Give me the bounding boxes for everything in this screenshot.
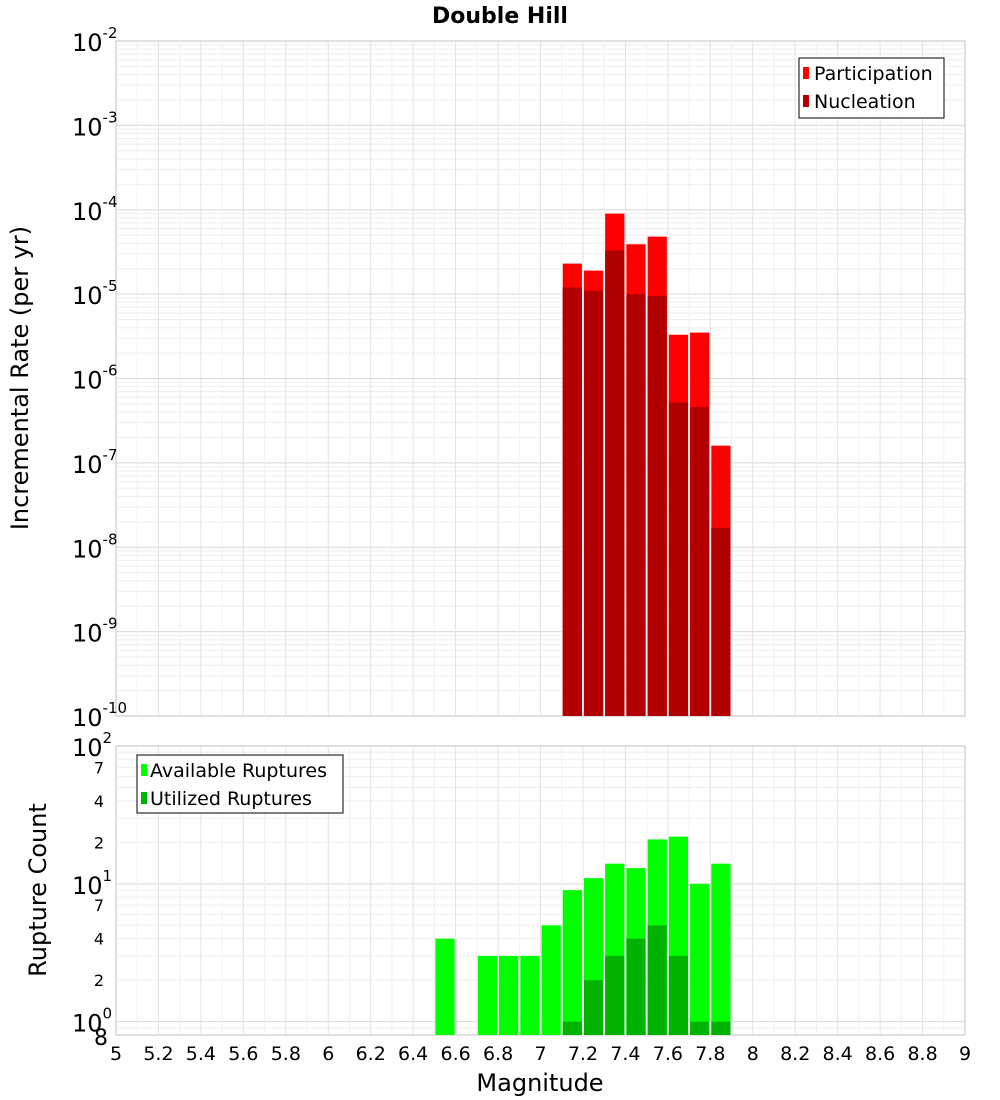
participation-legend-label: Participation — [814, 63, 933, 85]
x-tick-label: 8.8 — [907, 1043, 937, 1065]
top-y-tick-label: 10-8 — [72, 530, 118, 563]
x-tick-label: 5.2 — [143, 1043, 173, 1065]
x-tick-label: 8.6 — [865, 1043, 895, 1065]
x-tick-label: 8 — [747, 1043, 759, 1065]
x-tick-label: 7.4 — [610, 1043, 640, 1065]
available-legend-label: Available Ruptures — [150, 760, 327, 782]
bottom-available-ruptures-bar — [541, 925, 561, 1035]
bottom-available-ruptures-bar — [562, 890, 582, 1035]
top-nucleation-bar — [562, 287, 582, 716]
x-tick-label: 7.6 — [653, 1043, 683, 1065]
bottom-legend: Available Ruptures Utilized Ruptures — [136, 754, 344, 814]
x-tick-label: 6.2 — [356, 1043, 386, 1065]
bottom-y-minor-tick-label: 8 — [94, 1026, 108, 1051]
nucleation-legend-swatch — [803, 95, 809, 107]
bottom-available-ruptures-bar — [499, 955, 519, 1035]
top-y-tick-label: 10-7 — [72, 446, 118, 479]
x-tick-label: 5.6 — [228, 1043, 258, 1065]
nucleation-legend-label: Nucleation — [814, 91, 916, 113]
x-tick-label: 7.2 — [568, 1043, 598, 1065]
utilized-legend-label: Utilized Ruptures — [150, 788, 312, 810]
top-panel: 10-2 10-3 10-4 10-5 10-6 10-7 10-8 10-9 10-10 In… — [6, 24, 966, 732]
top-nucleation-bar — [711, 527, 731, 716]
top-nucleation-bar — [583, 290, 604, 716]
bottom-available-ruptures-bar — [711, 863, 731, 1035]
x-tick-label: 5.4 — [186, 1043, 216, 1065]
x-axis-label: Magnitude — [476, 1069, 603, 1097]
x-tick-labels: 5 5.2 5.4 5.6 5.8 6 6.2 6.4 6.6 6.8 7 7.2 7.4 7.6 7.8 8… — [110, 1043, 971, 1065]
bottom-available-ruptures-bar — [435, 938, 455, 1035]
bottom-utilized-ruptures-bar — [562, 1021, 582, 1035]
top-y-axis-label: Incremental Rate (per yr) — [6, 226, 34, 530]
top-nucleation-bar — [605, 250, 625, 717]
bottom-y-axis-label: Rupture Count — [24, 803, 52, 977]
top-y-tick-label: 10-6 — [72, 362, 118, 395]
participation-legend-swatch — [803, 67, 809, 79]
bottom-utilized-ruptures-bar — [711, 1021, 731, 1035]
x-tick-label: 6 — [322, 1043, 334, 1065]
bottom-y-minor-tick-label: 7 — [94, 758, 104, 777]
bottom-bars — [435, 836, 731, 1035]
bottom-y-major-tick-label: 102 — [72, 729, 112, 762]
bottom-utilized-ruptures-bar — [583, 980, 604, 1035]
x-tick-label: 7 — [534, 1043, 546, 1065]
x-tick-label: 7.8 — [695, 1043, 725, 1065]
x-tick-label: 8.2 — [780, 1043, 810, 1065]
top-nucleation-bar — [626, 294, 646, 716]
bottom-y-minor-tick-label: 2 — [94, 833, 104, 852]
top-nucleation-bar — [690, 406, 710, 716]
top-nucleation-bar — [668, 402, 689, 716]
bottom-utilized-ruptures-bar — [626, 938, 646, 1035]
available-legend-swatch — [141, 764, 147, 776]
top-nucleation-bar — [647, 296, 667, 716]
top-y-tick-label: 10-5 — [72, 277, 118, 310]
bottom-y-minor-tick-label: 2 — [94, 971, 104, 990]
top-y-tick-label: 10-2 — [72, 24, 118, 57]
bottom-utilized-ruptures-bar — [668, 955, 689, 1035]
bottom-utilized-ruptures-bar — [647, 925, 667, 1035]
utilized-legend-swatch — [141, 792, 147, 804]
bottom-utilized-ruptures-bar — [690, 1021, 710, 1035]
top-legend: Participation Nucleation — [798, 57, 945, 119]
chart-title: Double Hill — [432, 4, 568, 29]
top-y-tick-label: 10-3 — [72, 108, 118, 141]
bottom-available-ruptures-bar — [477, 955, 498, 1035]
top-grid — [116, 41, 965, 716]
top-y-tick-label: 10-10 — [72, 699, 127, 732]
bottom-available-ruptures-bar — [520, 955, 540, 1035]
x-tick-label: 9 — [959, 1043, 971, 1065]
bottom-y-minor-tick-label: 4 — [94, 930, 104, 949]
x-tick-label: 5 — [110, 1043, 122, 1065]
bottom-utilized-ruptures-bar — [605, 955, 625, 1035]
top-legend-box — [798, 57, 945, 119]
x-tick-label: 6.6 — [440, 1043, 470, 1065]
top-y-tick-label: 10-9 — [72, 615, 118, 648]
x-tick-label: 6.4 — [398, 1043, 428, 1065]
x-tick-label: 5.8 — [271, 1043, 301, 1065]
top-y-tick-label: 10-4 — [72, 193, 118, 226]
bottom-y-minor-tick-label: 7 — [94, 896, 104, 915]
bottom-available-ruptures-bar — [690, 883, 710, 1035]
x-tick-label: 8.4 — [823, 1043, 853, 1065]
bottom-y-minor-tick-label: 4 — [94, 792, 104, 811]
bottom-y-major-tick-label: 101 — [72, 867, 112, 900]
bottom-legend-box — [136, 754, 344, 814]
x-tick-label: 6.8 — [483, 1043, 513, 1065]
top-bars — [562, 213, 731, 717]
